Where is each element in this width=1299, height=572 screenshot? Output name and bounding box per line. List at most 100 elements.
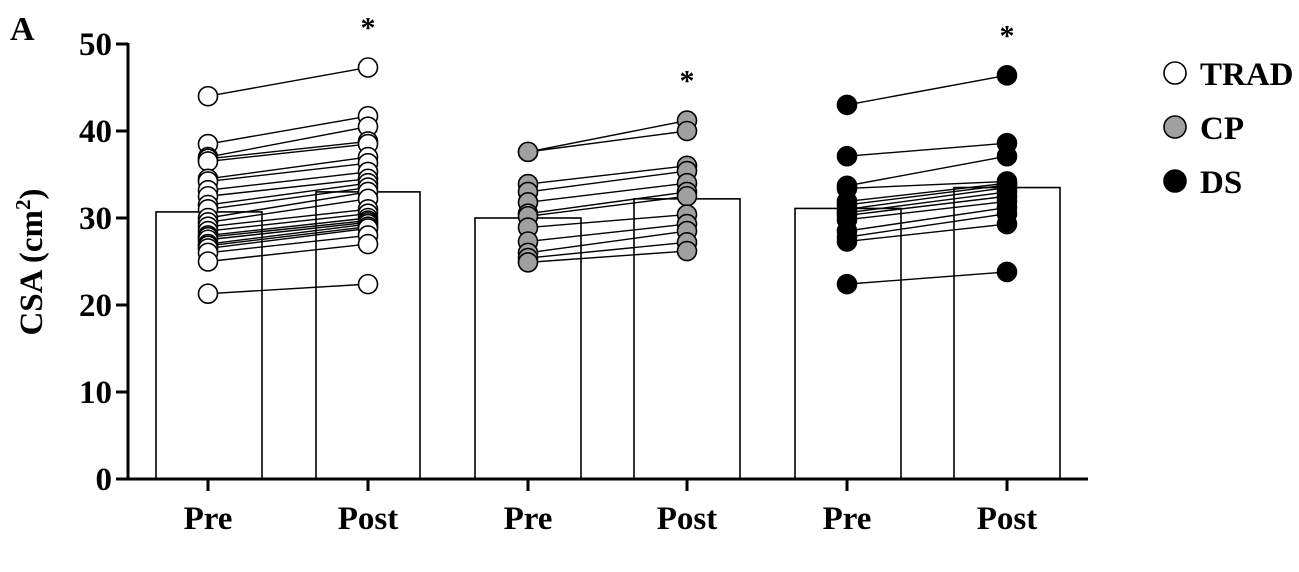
significance-star-ds: *	[1000, 19, 1015, 52]
bar-ds-pre	[794, 207, 902, 480]
y-axis-label-end: )	[14, 188, 50, 199]
pair-line-trad-14	[207, 212, 369, 232]
legend-label-ds: DS	[1200, 165, 1242, 201]
x-tick-label-0: Pre	[184, 501, 233, 537]
pair-line-cp-4	[527, 182, 688, 204]
point-ds-pre-1	[836, 145, 858, 167]
pair-line-cp-0	[527, 119, 688, 153]
pair-line-trad-12	[207, 198, 369, 224]
pair-line-cp-11	[527, 250, 688, 264]
x-tick-label-2: Pre	[504, 501, 553, 537]
x-tick-label-1: Post	[338, 501, 399, 537]
pair-line-ds-0	[846, 74, 1008, 106]
pair-line-cp-1	[527, 130, 688, 153]
point-ds-pre-0	[836, 94, 858, 116]
y-tick-label-0: 0	[96, 462, 113, 498]
x-tick-label-4: Pre	[823, 501, 872, 537]
legend-label-cp: CP	[1200, 111, 1244, 147]
point-cp-post-11	[676, 240, 698, 262]
pair-line-trad-20	[207, 227, 369, 250]
y-axis-label-main: CSA (cm	[14, 210, 50, 336]
pair-line-trad-11	[207, 191, 369, 219]
y-axis-label-sup: 2	[11, 199, 35, 210]
pair-line-cp-6	[527, 195, 688, 217]
pair-line-trad-6	[207, 162, 369, 183]
y-axis-label: CSA (cm2)	[11, 188, 50, 335]
pair-line-trad-16	[207, 219, 369, 238]
pair-line-ds-4	[846, 182, 1008, 203]
point-trad-pre-0	[197, 85, 219, 107]
point-ds-post-0	[996, 65, 1018, 86]
pair-line-trad-0	[207, 66, 369, 97]
y-tick-label-20: 20	[79, 288, 112, 324]
pair-line-ds-1	[846, 142, 1008, 157]
point-ds-post-13	[996, 261, 1018, 283]
pair-line-trad-8	[207, 178, 369, 197]
pair-line-cp-8	[527, 223, 688, 243]
bar-ds-post	[953, 186, 1061, 480]
pair-line-trad-15	[207, 217, 369, 237]
point-ds-pre-12	[836, 231, 858, 252]
pair-line-ds-7	[846, 191, 1008, 214]
plot-area: * * * 0 10 20 30 40 50 Pre Post Pre Post Pre Post	[79, 11, 1088, 537]
pair-line-ds-12	[846, 223, 1008, 243]
pair-line-ds-3	[846, 180, 1008, 190]
pair-line-ds-13	[846, 271, 1008, 285]
pair-line-trad-22	[207, 243, 369, 263]
pair-line-trad-23	[207, 283, 369, 295]
point-trad-post-23	[357, 273, 379, 295]
pair-line-cp-10	[527, 241, 688, 259]
point-trad-post-22	[357, 233, 379, 255]
legend-marker-trad	[1163, 61, 1187, 85]
pair-line-ds-10	[846, 206, 1008, 232]
pair-line-ds-9	[846, 200, 1008, 221]
pair-line-trad-1	[207, 115, 369, 145]
pair-line-trad-3	[207, 140, 369, 160]
legend-marker-cp	[1163, 115, 1187, 139]
pair-line-ds-8	[846, 195, 1008, 217]
pair-line-ds-5	[846, 184, 1008, 206]
pair-line-trad-10	[207, 186, 369, 210]
point-trad-pre-22	[197, 251, 219, 272]
point-ds-pre-13	[836, 273, 858, 295]
pair-line-trad-17	[207, 221, 369, 241]
pair-line-trad-13	[207, 208, 369, 228]
legend: TRAD CP DS	[1163, 57, 1294, 201]
legend-marker-ds	[1163, 169, 1187, 193]
significance-star-cp: *	[680, 65, 695, 98]
point-trad-pre-4	[197, 151, 219, 172]
pair-line-cp-2	[527, 165, 688, 185]
panel-label: A	[10, 11, 35, 48]
pair-line-trad-19	[207, 226, 369, 247]
legend-label-trad: TRAD	[1200, 57, 1294, 93]
point-cp-post-1	[676, 120, 698, 142]
x-tick-label-3: Post	[657, 501, 718, 537]
pair-line-cp-3	[527, 170, 688, 193]
point-cp-pre-11	[517, 252, 539, 273]
pair-line-ds-6	[846, 186, 1008, 210]
pair-line-trad-7	[207, 171, 369, 191]
point-trad-post-0	[357, 57, 379, 78]
y-tick-label-40: 40	[79, 114, 112, 150]
y-tick-label-10: 10	[79, 375, 112, 411]
pair-line-trad-5	[207, 156, 369, 180]
pair-line-trad-4	[207, 143, 369, 163]
point-ds-post-2	[996, 145, 1018, 167]
pair-line-trad-21	[207, 234, 369, 254]
pair-line-trad-2	[207, 125, 369, 158]
point-cp-post-6	[676, 185, 698, 207]
point-cp-pre-1	[517, 141, 539, 163]
significance-star-trad: *	[361, 11, 376, 44]
pair-line-trad-18	[207, 223, 369, 245]
y-tick-label-50: 50	[79, 27, 112, 63]
point-trad-pre-23	[197, 283, 219, 304]
x-tick-label-5: Post	[977, 501, 1038, 537]
pair-line-cp-9	[527, 230, 688, 254]
pair-line-ds-2	[846, 155, 1008, 187]
y-tick-label-30: 30	[79, 201, 112, 237]
pair-line-trad-9	[207, 182, 369, 206]
pair-line-cp-7	[527, 213, 688, 229]
pair-line-cp-5	[527, 191, 688, 215]
pair-line-ds-11	[846, 212, 1008, 238]
